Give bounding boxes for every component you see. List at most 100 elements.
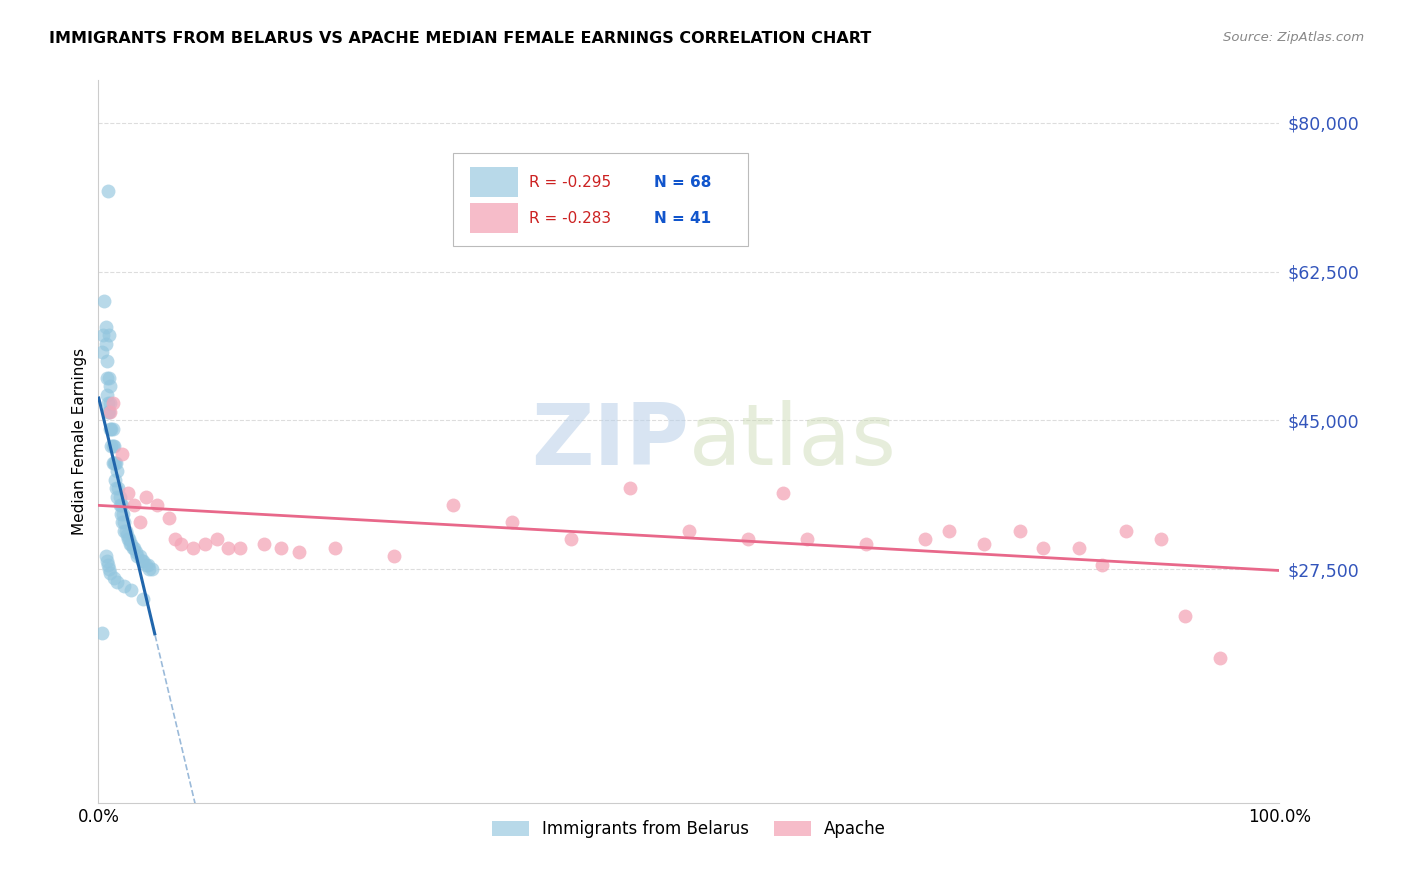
Point [98,562,121,576]
Point [112,516,135,530]
Point [100,439,122,453]
Point [121,583,143,598]
Point [114,524,136,538]
Point [914,533,936,547]
Point [98,566,121,581]
Point [122,498,145,512]
Point [98,405,121,419]
Point [103,570,125,584]
Bar [471,203,517,234]
Point [229,541,252,555]
Point [104,456,127,470]
Point [105,456,128,470]
Point [1150,533,1173,547]
Point [110,498,132,512]
Point [131,553,153,567]
Point [122,541,145,555]
Text: ZIP: ZIP [531,400,689,483]
Point [560,533,582,547]
Point [103,439,125,453]
Point [938,524,960,538]
Text: atlas: atlas [689,400,897,483]
Point [501,516,523,530]
Point [107,481,129,495]
Point [96,353,118,368]
Point [128,516,150,530]
Point [112,507,135,521]
Point [1209,651,1232,665]
Point [111,498,134,512]
Point [217,541,239,555]
Text: N = 41: N = 41 [654,211,710,226]
Point [165,533,187,547]
Point [96,371,118,385]
Point [270,541,292,555]
Point [97,405,120,419]
Point [128,549,150,564]
Point [1008,524,1031,538]
Point [117,485,139,500]
Point [1174,608,1197,623]
Point [125,545,148,559]
Point [205,533,228,547]
Point [94,336,117,351]
Point [117,533,139,547]
Point [105,574,128,589]
Point [96,553,118,567]
Point [1032,541,1054,555]
Point [136,558,159,572]
Point [91,345,114,359]
Point [100,422,122,436]
Point [105,481,128,495]
Point [97,558,120,572]
Point [98,328,121,343]
Point [146,498,169,512]
Point [194,536,217,550]
Point [94,549,117,564]
Point [108,498,131,512]
Point [157,511,180,525]
Point [135,490,157,504]
Text: R = -0.283: R = -0.283 [530,211,612,226]
Point [101,439,124,453]
Point [1067,541,1090,555]
Point [181,541,204,555]
Point [101,456,124,470]
Point [110,507,132,521]
Point [678,524,700,538]
Point [323,541,346,555]
Point [105,464,128,478]
Bar [471,167,517,197]
Point [98,422,121,436]
Point [98,396,121,410]
Point [98,405,121,419]
Point [112,579,135,593]
Point [135,558,157,572]
Point [101,396,124,410]
Text: N = 68: N = 68 [654,175,711,190]
Point [170,536,193,550]
Point [1091,558,1114,572]
Bar [453,153,748,246]
Point [115,528,138,542]
Point [855,536,877,550]
Point [796,533,818,547]
Point [288,545,311,559]
Point [97,184,120,198]
Text: R = -0.295: R = -0.295 [530,175,612,190]
Point [441,498,464,512]
Point [121,536,143,550]
Point [93,294,115,309]
Point [132,553,155,567]
Point [101,422,124,436]
Point [772,485,794,500]
Point [103,456,125,470]
Point [141,562,163,576]
Point [737,533,759,547]
Point [121,541,143,555]
Point [91,328,114,343]
Point [91,625,114,640]
Point [111,447,134,461]
Point [105,490,128,504]
Point [112,524,135,538]
